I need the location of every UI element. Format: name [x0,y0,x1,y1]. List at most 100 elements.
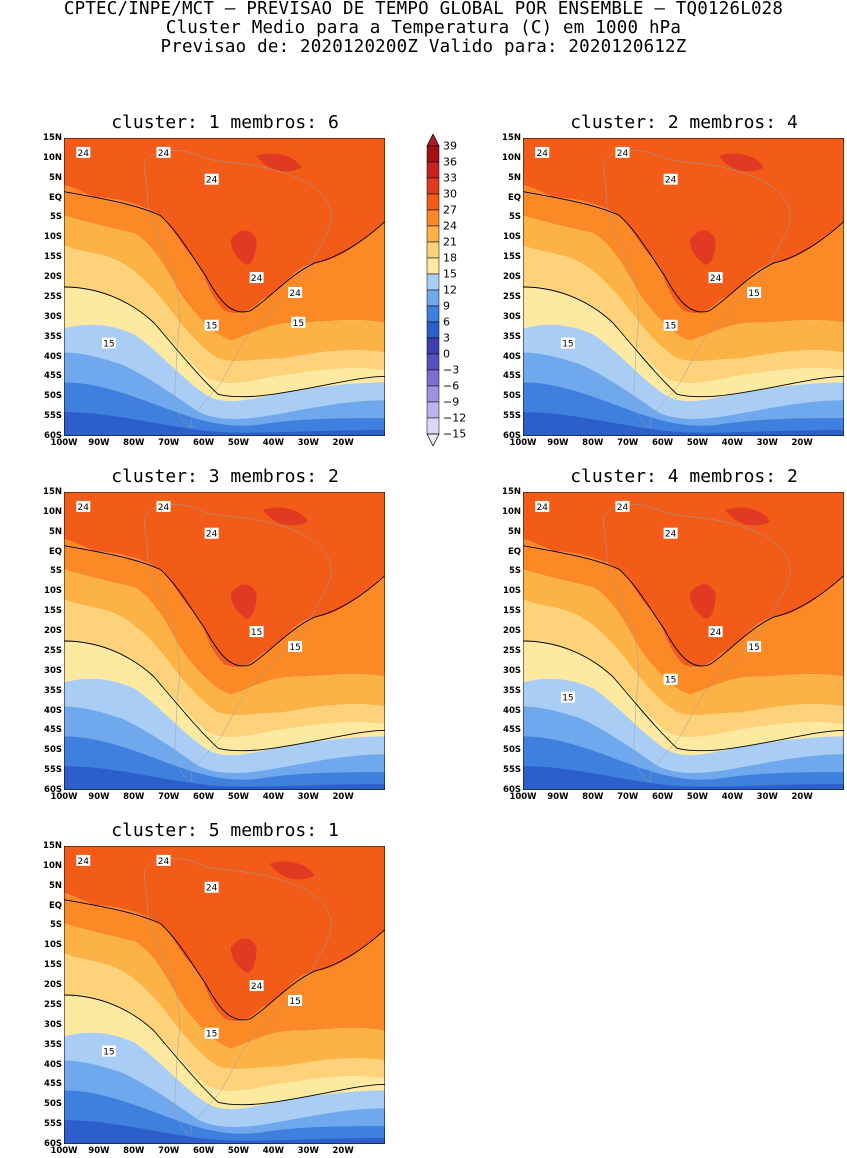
latitude-tick-label: 40S [44,705,62,716]
colorbar-tick-label: 15 [443,267,457,281]
contour-line [64,287,218,394]
latitude-tick-label: 10N [502,506,521,517]
latitude-tick-label: 20S [44,626,62,637]
latitude-tick-label: 5S [508,212,521,223]
latitude-tick-label: 20S [503,626,521,637]
contour-line [64,900,250,1020]
latitude-tick-label: EQ [48,192,62,203]
longitude-tick-label: 60W [651,792,674,802]
contour-line [218,376,385,396]
temperature-band [523,569,844,716]
latitude-tick-label: 15N [502,487,521,497]
latitude-tick-label: 25S [44,999,62,1010]
contour-label: 24 [156,500,171,513]
svg-text:24: 24 [251,982,263,992]
longitude-tick-label: 50W [686,438,709,448]
temperature-band [523,215,844,362]
hot-spot [725,507,771,526]
contour-label: 24 [615,500,630,513]
temperature-band [523,185,844,341]
longitude-tick-label: 20W [332,1146,354,1156]
colorbar-swatch [426,241,440,259]
temperature-map [523,492,844,790]
colorbar-tick-label: 6 [443,315,450,329]
contour-label: 24 [249,272,264,284]
contour-label: 15 [560,691,575,704]
temperature-band [523,641,844,756]
contour-line [523,546,709,666]
latitude-tick-label: 20S [44,272,62,283]
contour-line [523,192,709,312]
temperature-band [523,492,844,668]
longitude-tick-label: 60W [192,1146,215,1156]
contour-line [64,546,250,666]
svg-text:24: 24 [710,628,722,638]
longitude-tick-label: 20W [791,792,813,802]
temperature-band [64,641,385,756]
latitude-tick-label: 15S [503,252,521,263]
longitude-tick-label: 90W [88,792,110,802]
temperature-band [64,995,385,1110]
svg-text:15: 15 [562,340,573,350]
latitude-tick-label: 55S [503,765,521,776]
temperature-band [689,230,716,265]
contour-line [250,929,385,1018]
svg-text:24: 24 [617,149,629,159]
temperature-band [64,599,385,738]
latitude-tick-label: 55S [503,411,521,422]
colorbar-swatch [426,273,440,291]
contour-line [250,575,385,664]
colorbar-swatch [426,257,440,275]
svg-text:24: 24 [710,274,722,284]
svg-text:15: 15 [103,1048,114,1058]
coastline [603,150,790,427]
latitude-tick-label: 55S [44,765,62,776]
latitude-tick-label: EQ [48,546,62,557]
latitude-tick-label: 40S [44,351,62,362]
latitude-tick-label: 10N [43,152,62,163]
colorbar-swatch [426,145,440,163]
svg-text:24: 24 [206,176,218,186]
latitude-tick-label: 25S [503,291,521,302]
longitude-tick-label: 40W [262,438,284,448]
temperature-band [64,923,385,1070]
hot-spot [256,153,302,172]
contour-label: 24 [535,146,550,159]
latitude-tick-label: 15S [503,606,521,617]
longitude-tick-label: 80W [123,792,145,802]
latitude-tick-label: 25S [503,645,521,656]
svg-text:24: 24 [78,149,90,159]
colorbar-tick-label: 9 [443,299,450,313]
contour-line [677,730,844,750]
svg-text:24: 24 [665,530,677,540]
temperature-band [64,138,385,314]
contour-label: 24 [249,980,264,992]
longitude-tick-label: 100W [50,438,78,448]
latitude-tick-label: 50S [44,391,62,402]
svg-text:15: 15 [251,628,262,638]
latitude-tick-label: 60S [44,431,62,441]
latitude-tick-label: 25S [44,645,62,656]
colorbar-swatch [426,385,440,403]
contour-label: 15 [204,319,219,332]
contour-line [677,376,844,396]
longitude-axis: 100W 90W 80W 70W 60W 50W 40W 30W 20W [50,438,385,450]
contour-label: 24 [204,173,219,186]
longitude-tick-label: 50W [227,438,250,448]
longitude-tick-label: 50W [227,792,250,802]
contour-label: 24 [204,527,219,540]
latitude-tick-label: 5N [48,172,62,183]
longitude-tick-label: 40W [262,792,284,802]
longitude-tick-label: 70W [158,792,180,802]
coastline [144,150,331,427]
latitude-tick-label: 5N [48,880,62,891]
figure-header: CPTEC/INPE/MCT – PREVISAO DE TEMPO GLOBA… [0,0,847,57]
colorbar-tick-label: 18 [443,251,457,265]
svg-text:24: 24 [665,176,677,186]
svg-text:15: 15 [289,997,300,1007]
latitude-axis: 15N 10N 5N EQ 5S 10S 15S 20S 25S 30S 35S 40S 45S 50S 5… [28,841,62,1149]
contour-label: 24 [76,854,91,867]
contour-label: 15 [204,1027,219,1040]
latitude-tick-label: 30S [503,665,521,676]
longitude-tick-label: 70W [617,792,639,802]
